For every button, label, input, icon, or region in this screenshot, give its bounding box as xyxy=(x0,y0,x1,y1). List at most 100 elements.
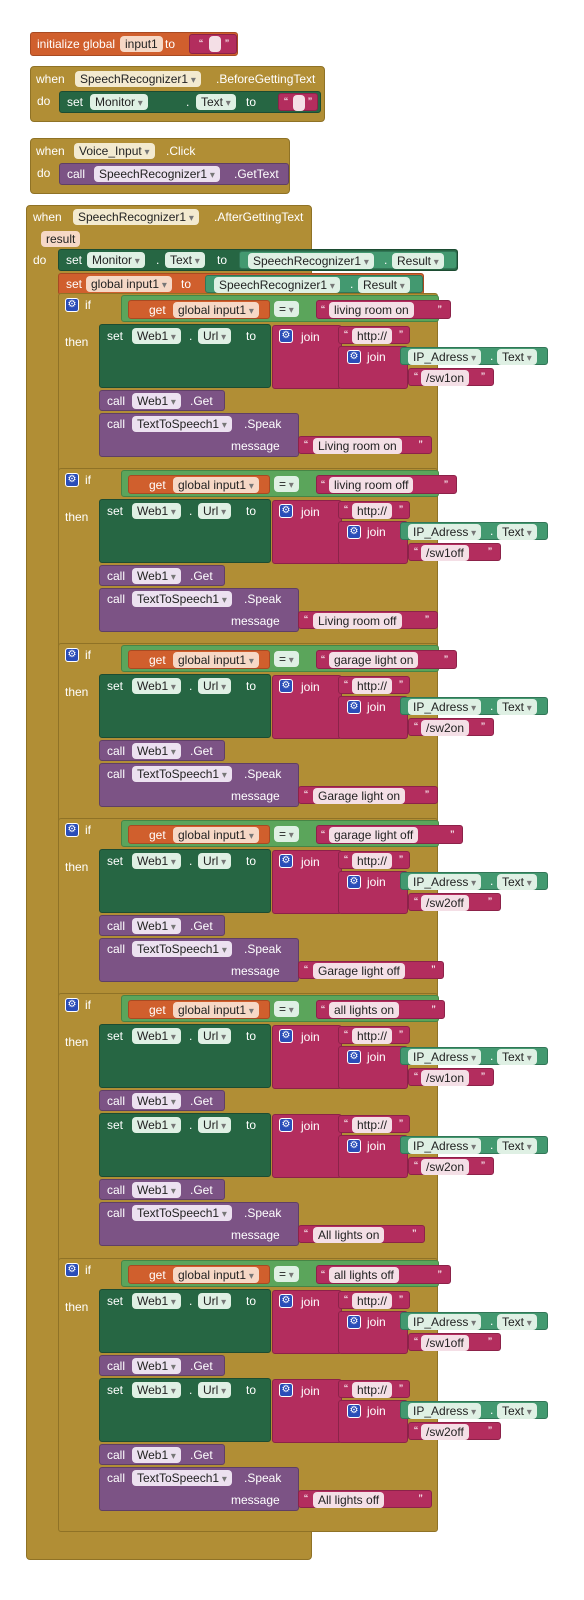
get-variable-block[interactable]: get global input1 xyxy=(128,825,270,844)
property-dropdown[interactable]: Url xyxy=(198,1293,232,1309)
join-block[interactable]: ⚙ join xyxy=(272,325,342,389)
variable-dropdown[interactable]: global input1 xyxy=(173,477,259,493)
before-component-dropdown[interactable]: SpeechRecognizer1 xyxy=(75,71,201,87)
path-text-field[interactable]: /sw2off xyxy=(421,895,469,911)
path-text-field[interactable]: /sw1on xyxy=(421,370,470,386)
component-dropdown[interactable]: Web1 xyxy=(132,568,181,584)
component-dropdown[interactable]: IP_Adress xyxy=(408,1138,482,1154)
set-global-input-block[interactable]: set global input1 to SpeechRecognizer1 .… xyxy=(58,273,424,295)
component-dropdown[interactable]: SpeechRecognizer1 xyxy=(248,253,374,269)
message-text-field[interactable]: All lights on xyxy=(313,1227,385,1243)
empty-text-field[interactable] xyxy=(209,36,221,52)
path-text-field[interactable]: /sw1off xyxy=(421,545,469,561)
compare-operator-dropdown[interactable]: = xyxy=(274,1001,299,1017)
compare-block[interactable]: get global input1 = “ living room on ” xyxy=(121,295,451,322)
get-variable-block[interactable]: get global input1 xyxy=(128,650,270,669)
compare-text-block[interactable]: “ all lights off ” xyxy=(316,1265,451,1284)
inner-join-block[interactable]: ⚙ join xyxy=(338,1135,408,1178)
event-before-getting-text[interactable]: when SpeechRecognizer1 .BeforeGettingTex… xyxy=(30,66,325,122)
inner-join-block[interactable]: ⚙ join xyxy=(338,521,408,564)
compare-text-field[interactable]: living room on xyxy=(329,302,414,318)
compare-operator-dropdown[interactable]: = xyxy=(274,651,299,667)
compare-block[interactable]: get global input1 = “ all lights on ” xyxy=(121,995,445,1022)
path-text-block[interactable]: “ /sw1on ” xyxy=(408,368,494,386)
http-text-block[interactable]: “ http:// ” xyxy=(338,1026,410,1044)
mutator-gear-icon[interactable]: ⚙ xyxy=(347,875,361,889)
compare-text-field[interactable]: all lights on xyxy=(329,1002,400,1018)
join-block[interactable]: ⚙ join xyxy=(272,1290,342,1354)
path-text-block[interactable]: “ /sw1on ” xyxy=(408,1068,494,1086)
mutator-gear-icon[interactable]: ⚙ xyxy=(347,1404,361,1418)
mutator-gear-icon[interactable]: ⚙ xyxy=(65,648,79,662)
property-dropdown[interactable]: Url xyxy=(198,853,232,869)
component-dropdown[interactable]: Web1 xyxy=(132,328,181,344)
component-dropdown[interactable]: Web1 xyxy=(132,1117,181,1133)
http-text-field[interactable]: http:// xyxy=(352,1293,393,1309)
tts-component-dropdown[interactable]: TextToSpeech1 xyxy=(132,416,232,432)
component-dropdown[interactable]: Web1 xyxy=(132,1447,181,1463)
message-text-field[interactable]: Living room off xyxy=(313,613,402,629)
compare-block[interactable]: get global input1 = “ garage light off ” xyxy=(121,820,464,847)
path-text-block[interactable]: “ /sw1off ” xyxy=(408,1333,501,1351)
http-text-field[interactable]: http:// xyxy=(352,678,393,694)
component-dropdown[interactable]: IP_Adress xyxy=(408,1314,482,1330)
component-dropdown[interactable]: Web1 xyxy=(132,393,181,409)
path-text-field[interactable]: /sw1off xyxy=(421,1335,469,1351)
call-get-text-block[interactable]: call SpeechRecognizer1 .GetText xyxy=(59,163,289,185)
component-dropdown[interactable]: SpeechRecognizer1 xyxy=(214,277,340,293)
component-dropdown[interactable]: Web1 xyxy=(132,1028,181,1044)
mutator-gear-icon[interactable]: ⚙ xyxy=(279,1118,293,1132)
component-dropdown[interactable]: Web1 xyxy=(132,918,181,934)
property-dropdown[interactable]: Url xyxy=(198,1028,232,1044)
http-text-block[interactable]: “ http:// ” xyxy=(338,1291,410,1309)
initialize-global-block[interactable]: initialize global input1 to “ ” xyxy=(30,32,238,56)
join-block[interactable]: ⚙ join xyxy=(272,1114,342,1178)
mutator-gear-icon[interactable]: ⚙ xyxy=(65,823,79,837)
variable-dropdown[interactable]: global input1 xyxy=(173,1002,259,1018)
message-text-field[interactable]: Garage light on xyxy=(313,788,406,804)
path-text-field[interactable]: /sw2on xyxy=(421,1159,470,1175)
property-dropdown[interactable]: Result xyxy=(392,253,444,269)
inner-join-block[interactable]: ⚙ join xyxy=(338,1311,408,1354)
if-then-block[interactable]: ⚙ if then get global input1 = “ garage l… xyxy=(58,818,548,1003)
http-text-block[interactable]: “ http:// ” xyxy=(338,1380,410,1398)
component-dropdown[interactable]: Web1 xyxy=(132,1382,181,1398)
if-then-block[interactable]: ⚙ if then get global input1 = “ living r… xyxy=(58,293,548,478)
inner-join-block[interactable]: ⚙ join xyxy=(338,1046,408,1089)
property-dropdown[interactable]: Text xyxy=(196,94,236,110)
property-dropdown[interactable]: Text xyxy=(497,524,537,540)
inner-join-block[interactable]: ⚙ join xyxy=(338,1400,408,1443)
mutator-gear-icon[interactable]: ⚙ xyxy=(65,998,79,1012)
empty-text-block[interactable]: “ ” xyxy=(278,93,318,111)
call-speak-block[interactable]: call TextToSpeech1 .Speak message “ All … xyxy=(99,1467,432,1511)
http-text-field[interactable]: http:// xyxy=(352,503,393,519)
compare-operator-dropdown[interactable]: = xyxy=(274,1266,299,1282)
message-text-block[interactable]: “ All lights off ” xyxy=(298,1490,432,1508)
component-dropdown[interactable]: IP_Adress xyxy=(408,1403,482,1419)
compare-text-block[interactable]: “ garage light on ” xyxy=(316,650,457,669)
set-web-url-block[interactable]: set Web1 . Url to ⚙ join “ http:// ” ⚙ j… xyxy=(99,1378,548,1443)
component-dropdown[interactable]: IP_Adress xyxy=(408,874,482,890)
property-dropdown[interactable]: Url xyxy=(198,328,232,344)
get-variable-block[interactable]: get global input1 xyxy=(128,1000,270,1019)
message-text-block[interactable]: “ Garage light on ” xyxy=(298,786,438,804)
message-text-block[interactable]: “ All lights on ” xyxy=(298,1225,426,1243)
http-text-field[interactable]: http:// xyxy=(352,328,393,344)
join-block[interactable]: ⚙ join xyxy=(272,850,342,914)
property-dropdown[interactable]: Text xyxy=(497,349,537,365)
set-web-url-block[interactable]: set Web1 . Url to ⚙ join “ http:// ” ⚙ j… xyxy=(99,1024,548,1089)
call-component-dropdown[interactable]: SpeechRecognizer1 xyxy=(94,166,220,182)
set-web-url-block[interactable]: set Web1 . Url to ⚙ join “ http:// ” ⚙ j… xyxy=(99,499,548,564)
ip-address-getter[interactable]: IP_Adress . Text xyxy=(400,1047,548,1065)
event-voice-input-click[interactable]: when Voice_Input .Click do call SpeechRe… xyxy=(30,138,290,194)
component-dropdown[interactable]: Monitor xyxy=(90,94,148,110)
message-text-field[interactable]: All lights off xyxy=(313,1492,385,1508)
speech-result-getter[interactable]: SpeechRecognizer1 . Result xyxy=(205,275,423,293)
call-speak-block[interactable]: call TextToSpeech1 .Speak message “ Livi… xyxy=(99,588,438,632)
call-web-get-block[interactable]: call Web1 .Get xyxy=(99,740,225,761)
tts-component-dropdown[interactable]: TextToSpeech1 xyxy=(132,1205,232,1221)
join-block[interactable]: ⚙ join xyxy=(272,500,342,564)
ip-address-getter[interactable]: IP_Adress . Text xyxy=(400,347,548,365)
property-dropdown[interactable]: Text xyxy=(497,1138,537,1154)
http-text-block[interactable]: “ http:// ” xyxy=(338,851,410,869)
